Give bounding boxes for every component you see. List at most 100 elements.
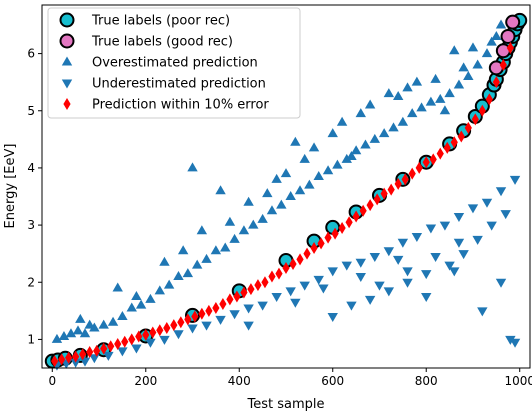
x-axis-label: Test sample <box>247 397 325 412</box>
prediction-within-10-error-point <box>303 247 311 260</box>
prediction-within-10-error-point <box>149 326 157 339</box>
overestimated-prediction-point <box>327 128 338 138</box>
y-tick-label: 3 <box>27 218 35 232</box>
underestimated-prediction-point <box>70 358 81 368</box>
overestimated-prediction-point <box>58 331 70 341</box>
overestimated-prediction-point <box>364 99 376 109</box>
prediction-within-10-error-point <box>184 313 192 326</box>
underestimated-prediction-point <box>383 247 395 257</box>
overestimated-prediction-point <box>238 225 250 235</box>
overestimated-prediction-point <box>215 185 226 195</box>
overestimated-prediction-point <box>163 279 175 289</box>
legend-marker-overestimated-prediction <box>61 56 73 66</box>
overestimated-prediction-point <box>439 105 451 115</box>
overestimated-prediction-point <box>486 36 497 46</box>
underestimated-prediction-point <box>355 273 366 283</box>
true-labels-good-rec-point <box>505 14 521 30</box>
prediction-within-10-error-point <box>135 330 143 343</box>
y-axis-ticks: 1 2 3 4 5 6 <box>27 47 42 346</box>
overestimated-prediction-point <box>196 225 208 235</box>
overestimated-prediction-point <box>243 196 254 206</box>
underestimated-prediction-point <box>467 204 479 214</box>
underestimated-prediction-point <box>449 267 460 277</box>
underestimated-prediction-point <box>201 321 212 331</box>
underestimated-prediction-point <box>369 253 381 263</box>
underestimated-prediction-point <box>327 267 338 277</box>
overestimated-prediction-point <box>332 159 343 169</box>
overestimated-prediction-point <box>126 302 137 312</box>
underestimated-prediction-point <box>453 238 465 248</box>
prediction-within-10-error-point <box>464 121 472 134</box>
prediction-within-10-error-point <box>345 216 353 229</box>
overestimated-prediction-point <box>416 102 427 112</box>
underestimated-prediction-point <box>439 221 451 231</box>
prediction-within-10-error-point <box>219 297 227 310</box>
legend-label-prediction-within-10-error: Prediction within 10% error <box>92 98 269 113</box>
prediction-within-10-error-point <box>471 113 479 126</box>
underestimated-prediction-point <box>509 175 521 185</box>
overestimated-prediction-point <box>262 188 273 198</box>
prediction-within-10-error-point <box>212 301 220 314</box>
prediction-within-10-error-point <box>387 183 395 196</box>
legend: True labels (poor rec) True labels (good … <box>47 7 301 119</box>
prediction-within-10-error-point <box>394 177 402 190</box>
underestimated-prediction-point <box>397 238 409 248</box>
overestimated-prediction-point <box>187 162 198 172</box>
underestimated-prediction-point <box>159 335 170 345</box>
underestimated-prediction-point <box>318 284 329 294</box>
overestimated-prediction-point <box>117 311 128 321</box>
prediction-within-10-error-point <box>499 59 507 72</box>
overestimated-prediction-point <box>51 333 63 343</box>
prediction-within-10-error-point <box>436 147 444 160</box>
x-tick-label: 200 <box>134 374 157 388</box>
overestimated-prediction-point <box>411 76 423 86</box>
underestimated-prediction-point <box>477 307 488 317</box>
x-axis-ticks: 0 200 400 600 800 1000 <box>48 368 532 388</box>
overestimated-prediction-point <box>346 150 357 160</box>
underestimated-prediction-point <box>481 198 493 208</box>
prediction-within-10-error-point <box>296 253 304 266</box>
overestimated-prediction-point <box>481 48 493 58</box>
prediction-within-10-error-point <box>268 270 276 283</box>
underestimated-prediction-point <box>472 235 483 245</box>
prediction-within-10-error-point <box>156 324 164 337</box>
legend-label-underestimated-prediction: Underestimated prediction <box>92 77 266 92</box>
underestimated-prediction-point <box>173 330 184 340</box>
overestimated-prediction-point <box>336 116 348 126</box>
underestimated-prediction-point <box>421 270 432 280</box>
overestimated-prediction-point <box>467 42 479 52</box>
underestimated-prediction-point <box>495 278 507 288</box>
x-tick-label: 1000 <box>504 374 532 388</box>
overestimated-prediction-point <box>308 142 320 152</box>
prediction-within-10-error-point <box>289 257 297 270</box>
prediction-within-10-error-point <box>93 344 101 357</box>
overestimated-prediction-point <box>182 268 194 278</box>
prediction-within-10-error-point <box>226 293 234 306</box>
prediction-within-10-error-point <box>177 316 185 329</box>
prediction-within-10-error-point <box>352 210 360 223</box>
overestimated-prediction-point <box>135 299 147 309</box>
overestimated-prediction-point <box>453 79 465 89</box>
underestimated-prediction-point <box>364 295 376 305</box>
overestimated-prediction-point <box>430 73 441 83</box>
underestimated-prediction-point <box>495 187 507 197</box>
overestimated-prediction-point <box>276 199 287 209</box>
prediction-within-10-error-point <box>121 335 129 348</box>
prediction-within-10-error-point <box>142 328 150 341</box>
x-tick-label: 400 <box>228 374 251 388</box>
overestimated-prediction-point <box>84 319 95 329</box>
legend-marker-underestimated-prediction <box>61 79 73 89</box>
overestimated-prediction-point <box>392 90 404 100</box>
underestimated-prediction-point <box>299 281 310 291</box>
underestimated-prediction-point <box>327 313 338 323</box>
legend-marker-true-labels-poor-rec <box>59 12 75 28</box>
prediction-within-10-error-point <box>401 173 409 186</box>
underestimated-prediction-point <box>421 293 432 303</box>
overestimated-prediction-point <box>495 19 507 29</box>
underestimated-prediction-point <box>89 354 100 364</box>
underestimated-prediction-point <box>271 293 282 303</box>
prediction-within-10-error-point <box>100 342 108 355</box>
legend-marker-true-labels-good-rec <box>59 33 75 49</box>
plot-frame <box>41 4 531 369</box>
overestimated-prediction-point <box>79 328 91 338</box>
